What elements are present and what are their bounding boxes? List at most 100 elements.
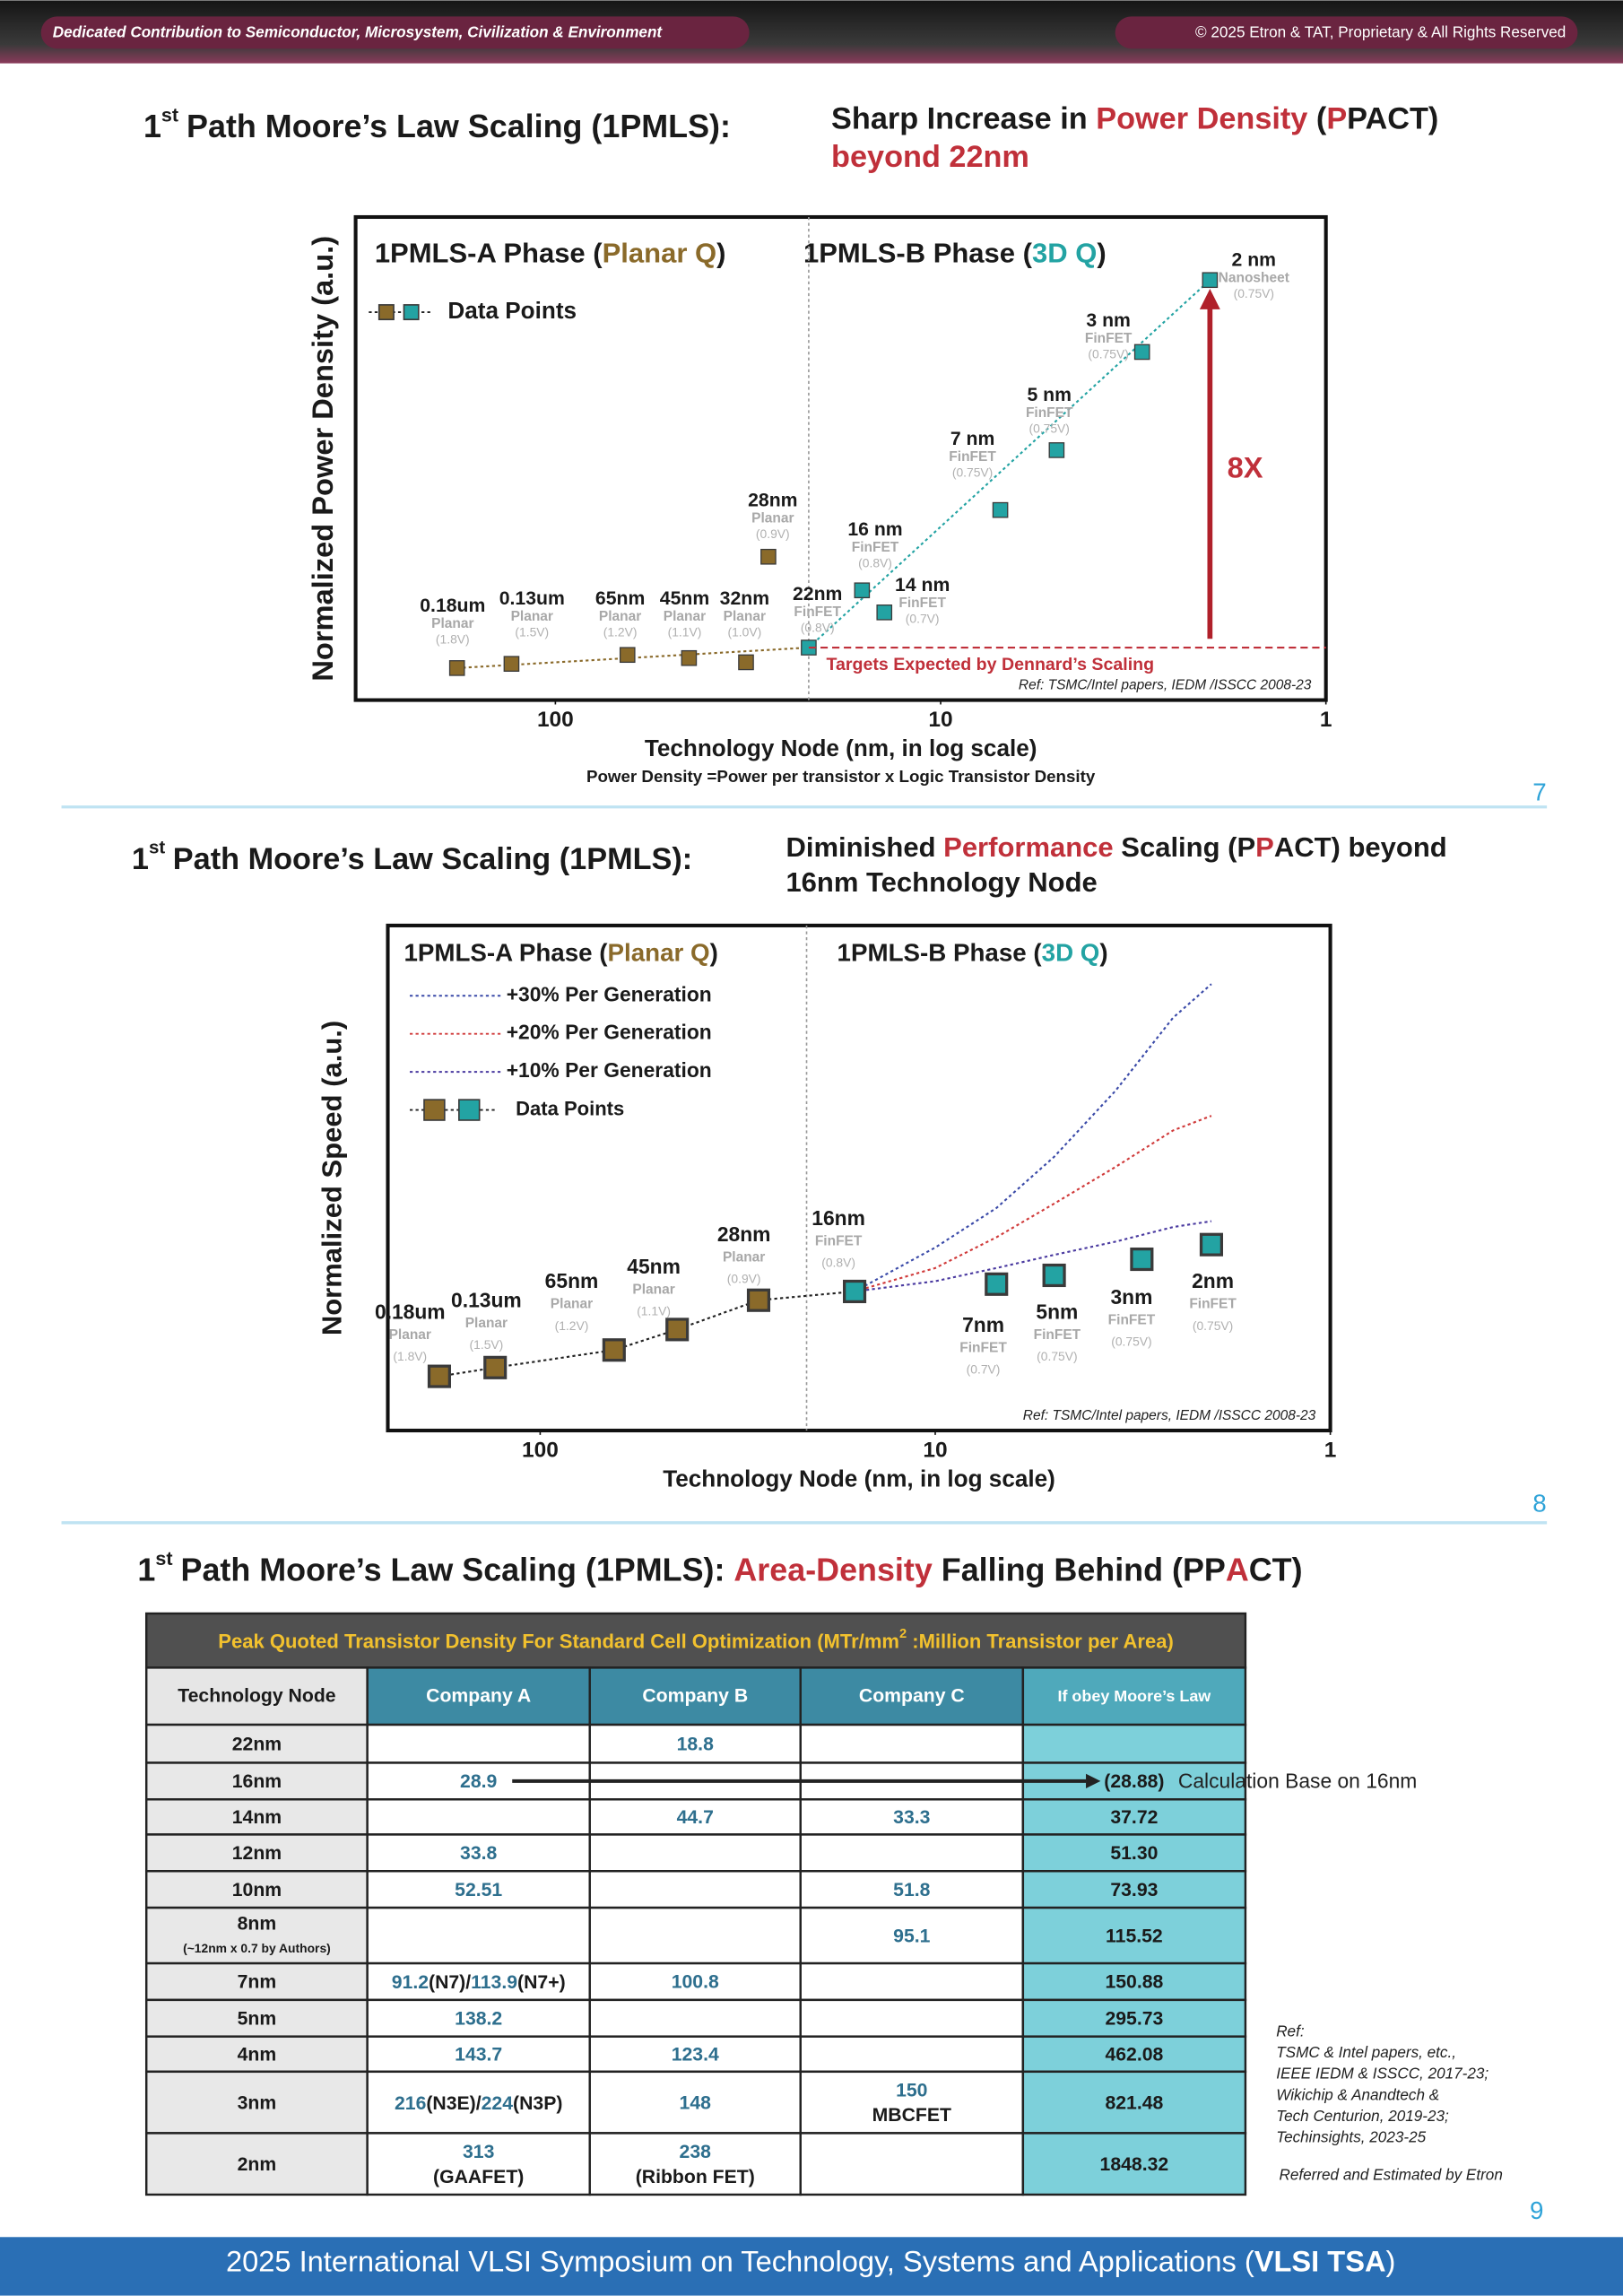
point-voltage: (0.75V) <box>1088 346 1128 361</box>
text-run: 2025 International VLSI Symposium on Tec… <box>226 2244 1254 2277</box>
text-run: ) <box>716 238 725 269</box>
table-cell <box>1021 1870 1247 1909</box>
data-point <box>738 654 754 671</box>
point-label: 14 nm <box>895 575 950 596</box>
table-cell <box>144 1761 369 1801</box>
point-label: 0.13um <box>499 588 565 609</box>
text-run: P <box>1326 101 1347 135</box>
page-number: 7 <box>1532 778 1546 805</box>
footer-bar <box>0 2237 1623 2296</box>
table-cell <box>1021 1833 1247 1873</box>
table-cell <box>588 2035 802 2074</box>
point-label: 3nm <box>1110 1285 1152 1309</box>
data-point <box>1133 344 1150 361</box>
title-sup: st <box>149 838 165 858</box>
point-voltage: (0.75V) <box>1234 286 1274 300</box>
title-line: beyond 22nm <box>831 140 1029 174</box>
data-point <box>1130 1247 1154 1272</box>
point-label: 45nm <box>660 588 709 609</box>
text-run: PACT) <box>1347 101 1438 135</box>
table-cell <box>366 1906 591 1965</box>
table-cell <box>588 1870 802 1909</box>
reference-note: Ref: TSMC/Intel papers, IEDM /ISSCC 2008… <box>1019 677 1312 692</box>
section-title: 1st Path Moore’s Law Scaling (1PMLS): <box>143 104 731 144</box>
cell-text: 150.88 <box>1105 1972 1163 1993</box>
text-run: 1PMLS-B Phase ( <box>838 939 1043 967</box>
reference-line: Tech Centurion, 2019-23; <box>1276 2107 1449 2125</box>
text-run: P <box>1255 831 1274 863</box>
title-main: Path Moore’s Law Scaling (1PMLS): <box>173 842 692 876</box>
table-cell <box>588 1798 802 1836</box>
phase-label: 1PMLS-A Phase (Planar Q) <box>375 238 726 269</box>
cell-text: 51.8 <box>893 1880 930 1900</box>
text-run: Diminished <box>785 831 943 863</box>
table-cell <box>588 2132 802 2196</box>
cell-text: 313 <box>463 2142 495 2162</box>
cell-text: 18.8 <box>677 1735 714 1755</box>
table-cell <box>799 2035 1025 2074</box>
table-cell <box>799 1833 1025 1873</box>
x-axis-label: Technology Node (nm, in log scale) <box>645 735 1037 761</box>
text-run: ACT) beyond <box>1274 831 1447 863</box>
text-run: 224 <box>482 2092 514 2113</box>
cell-text: 16nm <box>232 1771 282 1792</box>
text-run: beyond 22nm <box>831 140 1029 174</box>
data-point <box>746 1288 771 1312</box>
point-voltage: (0.7V) <box>906 612 940 626</box>
reference-credit: Referred and Estimated by Etron <box>1279 2165 1502 2183</box>
formula-note: Power Density =Power per transistor x Lo… <box>586 767 1096 786</box>
cell-text: 12nm <box>232 1843 282 1864</box>
point-type: Planar <box>389 1327 431 1343</box>
cell-text: 33.8 <box>460 1843 497 1864</box>
table-cell <box>366 2132 591 2196</box>
cell-text: 1848.32 <box>1100 2154 1169 2175</box>
table-cell <box>799 1870 1025 1909</box>
table-note: Calculation Base on 16nm <box>1178 1770 1418 1793</box>
table-cell <box>144 2132 369 2196</box>
caption-sup: 2 <box>899 1627 907 1641</box>
data-point <box>854 582 871 599</box>
point-voltage: (0.9V) <box>756 526 790 541</box>
footer-text: 2025 International VLSI Symposium on Tec… <box>226 2244 1395 2277</box>
point-type: FinFET <box>1026 405 1073 421</box>
cell-text: 462.08 <box>1105 2045 1163 2066</box>
cell-text: 22nm <box>232 1735 282 1755</box>
table-cell <box>1021 2070 1247 2135</box>
point-label: 2nm <box>1192 1269 1234 1292</box>
cell-text: (GAAFET) <box>433 2167 524 2187</box>
cell-text: 14nm <box>232 1807 282 1828</box>
text-run: 91.2 <box>392 1972 429 1993</box>
point-type: FinFET <box>1085 331 1133 346</box>
header-cell <box>144 1666 369 1726</box>
phase-label: 1PMLS-A Phase (Planar Q) <box>404 939 717 967</box>
header-pill <box>40 16 750 49</box>
ratio-arrowhead <box>1199 289 1220 309</box>
page-number: 8 <box>1532 1490 1546 1518</box>
title-main: Path Moore’s Law Scaling (1PMLS): <box>187 109 731 145</box>
table-cell <box>588 1906 802 1965</box>
cell-text: 51.30 <box>1110 1843 1158 1864</box>
cell-text: 10nm <box>232 1880 282 1900</box>
point-label: 7nm <box>962 1313 1004 1336</box>
cell-text: 295.73 <box>1105 2009 1163 2030</box>
table-cell <box>1021 1961 1247 2002</box>
cell-text: 143.7 <box>455 2045 502 2066</box>
point-label: 28nm <box>717 1222 771 1246</box>
reference-line: Ref: <box>1276 2022 1305 2039</box>
reference-line: Wikichip & Anandtech & <box>1276 2085 1439 2103</box>
data-point <box>843 1279 867 1304</box>
point-type: Planar <box>724 609 766 624</box>
x-tick-label: 100 <box>522 1438 559 1462</box>
point-label: 0.18um <box>375 1300 446 1323</box>
point-voltage: (1.0V) <box>727 624 761 639</box>
table-cell <box>144 1723 369 1764</box>
text-run: 1PMLS-B Phase ( <box>803 238 1033 269</box>
data-point <box>665 1318 690 1342</box>
table-cell <box>1021 1723 1247 1764</box>
legend-label: +30% Per Generation <box>507 982 712 1005</box>
table-cell <box>366 1723 591 1764</box>
point-voltage: (1.8V) <box>393 1349 427 1363</box>
table-cell <box>144 1906 369 1965</box>
cell-text: 123.4 <box>672 2045 719 2066</box>
